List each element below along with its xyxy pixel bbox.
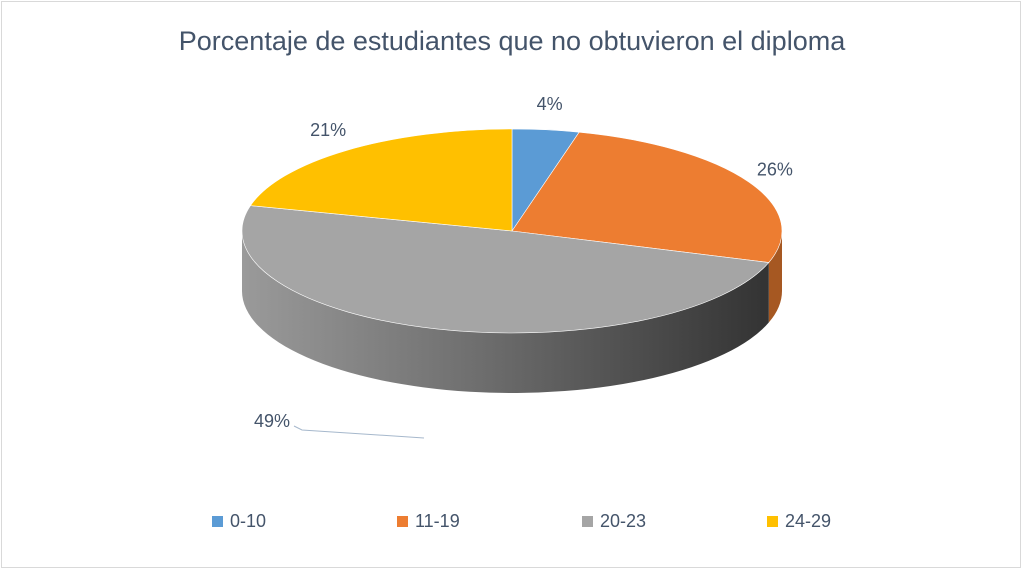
data-label-24-29: 21% [310, 120, 346, 140]
legend-item-24-29: 24-29 [767, 511, 831, 532]
legend-swatch [212, 516, 223, 527]
legend-item-20-23: 20-23 [582, 511, 646, 532]
data-label-11-19: 26% [757, 159, 793, 179]
legend: 0-10 11-19 20-23 24-29 [2, 511, 1022, 541]
data-label-20-23: 49% [254, 411, 290, 431]
data-label-0-10: 4% [537, 94, 563, 114]
pie-slice-11-19 [511, 131, 783, 263]
pie-slice-20-23 [241, 205, 770, 334]
legend-swatch [582, 516, 593, 527]
pie-side-11-19 [768, 231, 782, 323]
legend-item-0-10: 0-10 [212, 511, 266, 532]
pie-side-20-23 [241, 231, 769, 393]
legend-label: 24-29 [785, 511, 832, 531]
legend-label: 0-10 [230, 511, 267, 531]
chart-title: Porcentaje de estudiantes que no obtuvie… [178, 26, 846, 56]
legend-label: 11-19 [415, 511, 460, 531]
legend-swatch [397, 516, 408, 527]
legend-swatch [767, 516, 778, 527]
pie-slice-24-29 [249, 128, 513, 232]
legend-item-11-19: 11-19 [397, 511, 460, 532]
legend-label: 20-23 [600, 511, 647, 531]
leader-line-20-23 [293, 425, 425, 439]
